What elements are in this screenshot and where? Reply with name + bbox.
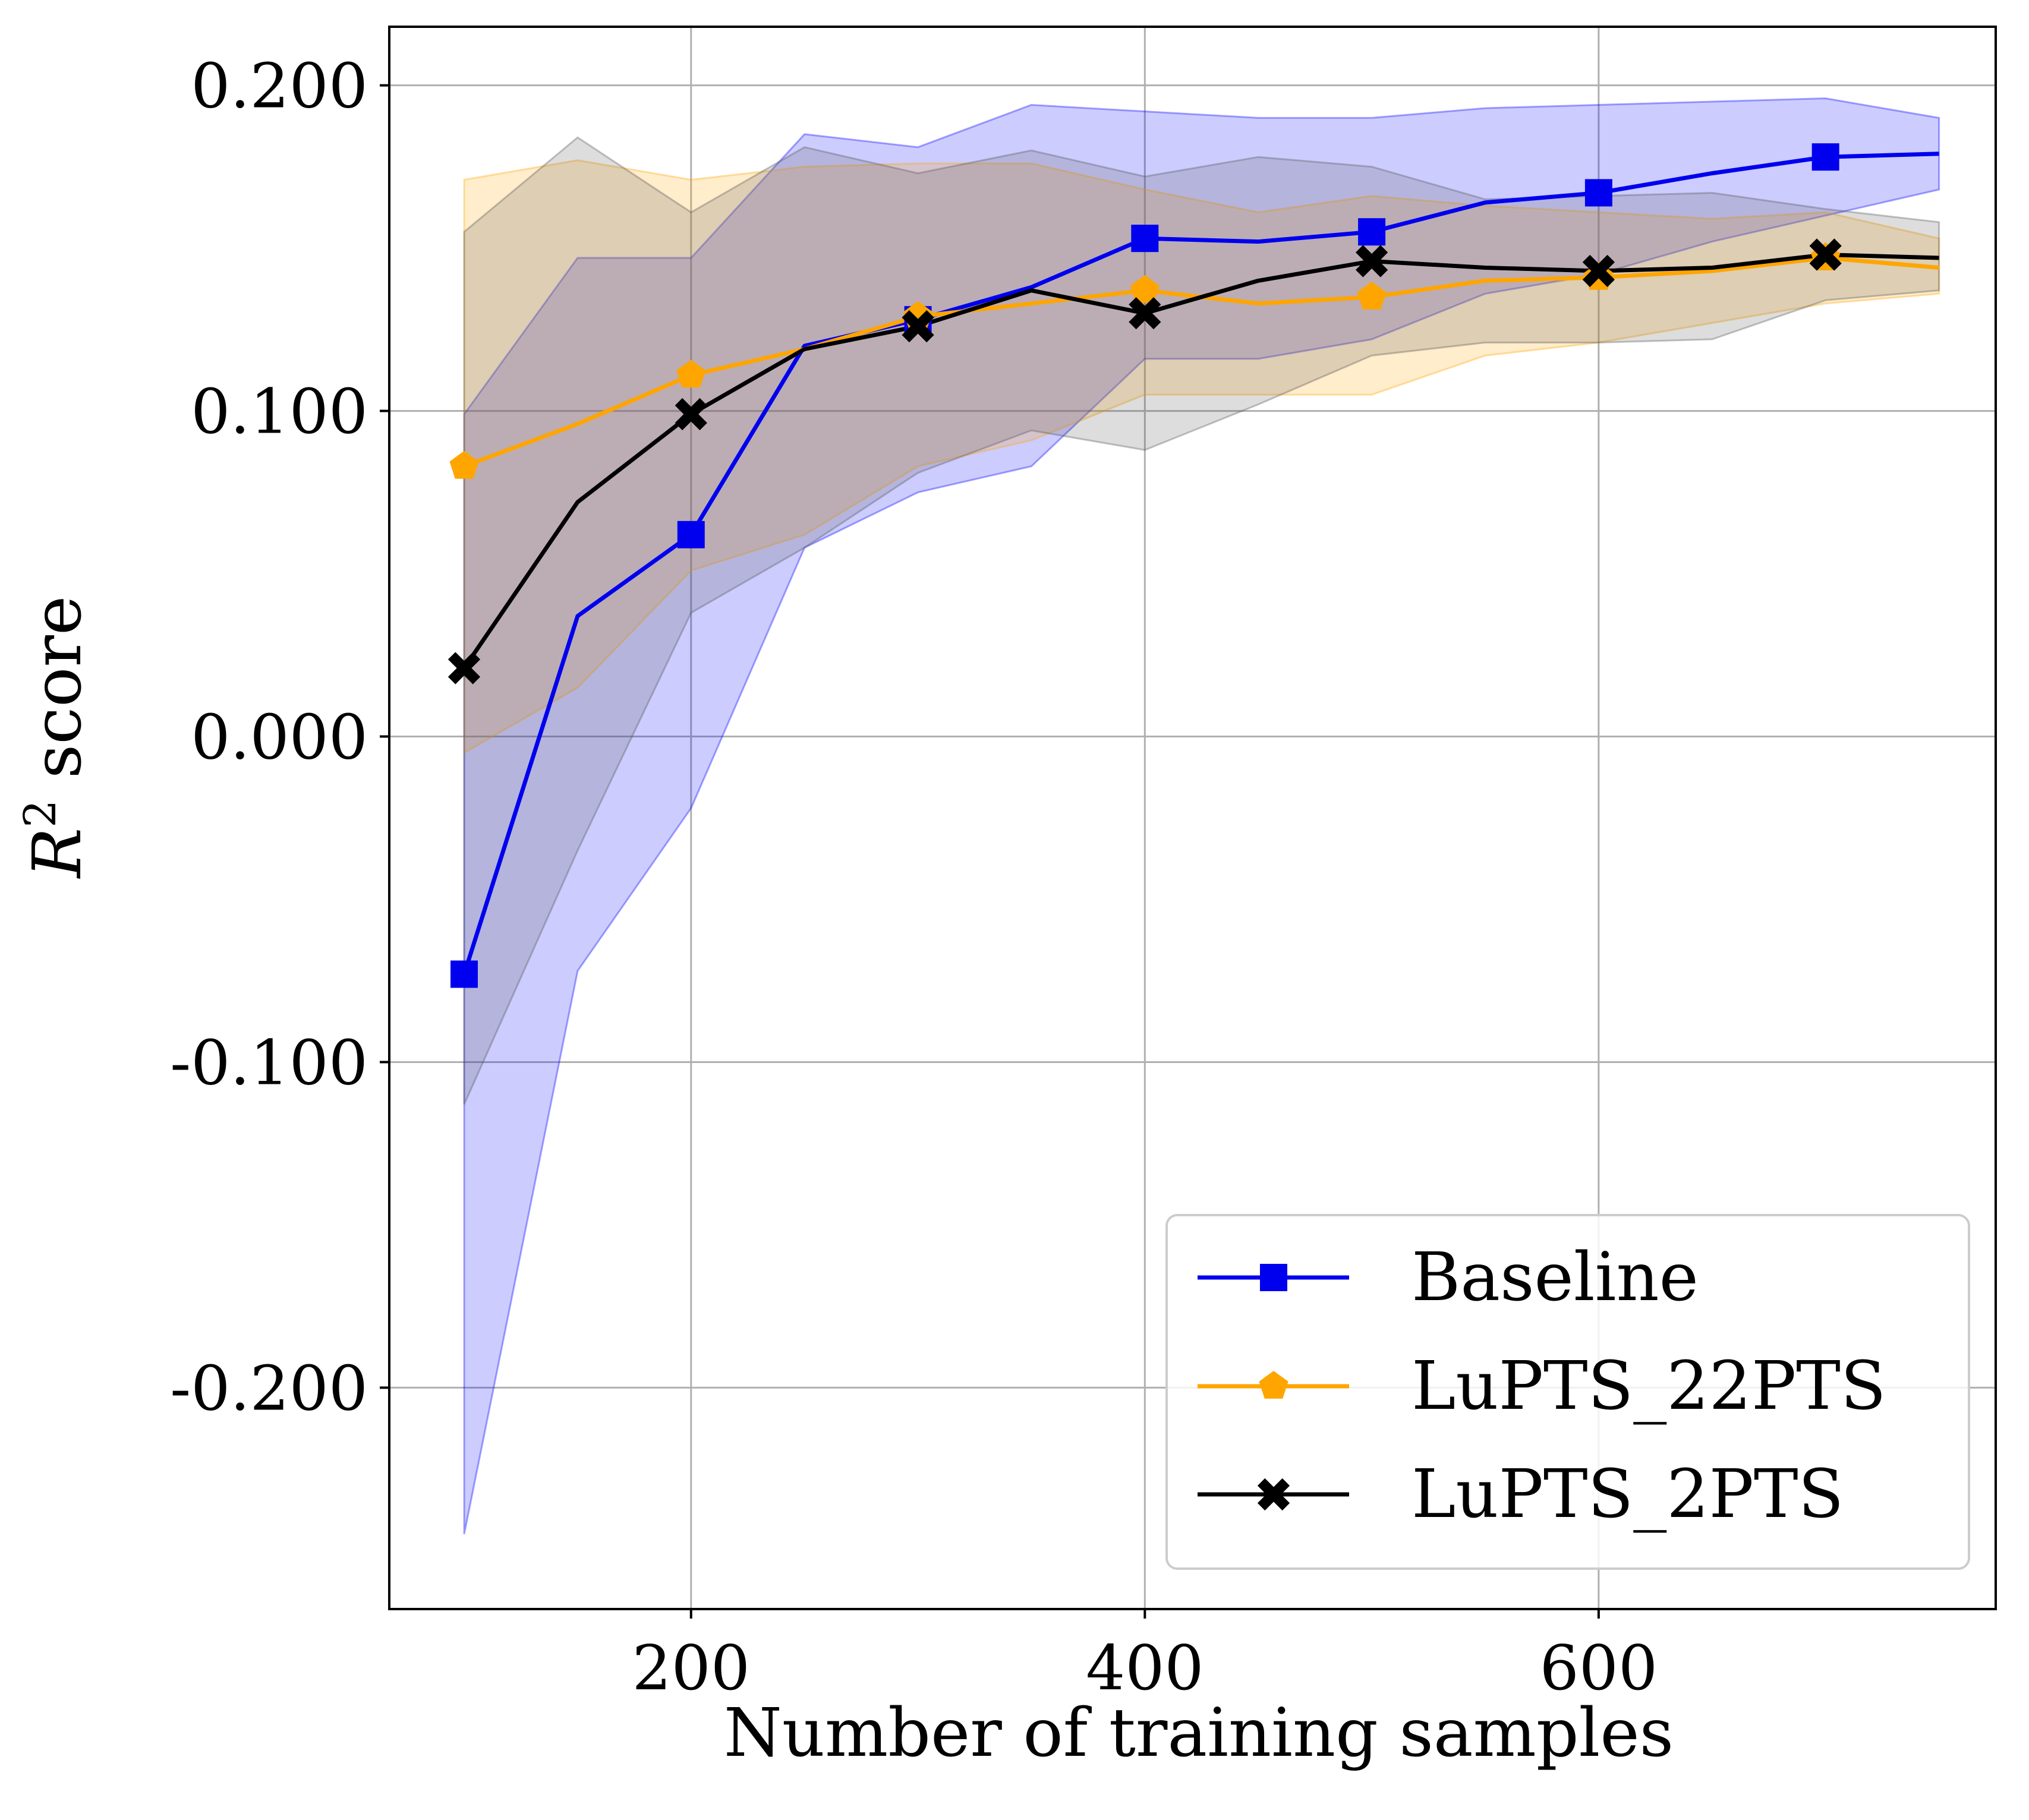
y-tick-label: -0.100 [170, 1026, 368, 1099]
series-markers [448, 143, 1842, 988]
y-tick-label: 0.100 [191, 376, 368, 448]
point-lupts-2pts [902, 310, 934, 343]
point-baseline [677, 521, 705, 548]
legend-entries: Baseline LuPTS_22PTS LuPTS_2PTS [1198, 1239, 1886, 1533]
y-axis-label: R2 score [15, 596, 96, 879]
point-lupts-22pts [1357, 281, 1387, 310]
legend-label-lupts-2pts: LuPTS_2PTS [1412, 1456, 1844, 1533]
series-lines [462, 152, 1939, 975]
legend-box [1165, 1214, 1970, 1570]
point-lupts-2pts [1582, 254, 1615, 288]
y-axis-label-text: score [19, 596, 96, 800]
y-tick-label: 0.000 [191, 701, 368, 774]
point-baseline [1584, 179, 1612, 207]
legend-label-baseline: Baseline [1412, 1239, 1699, 1316]
x-tick-label: 200 [632, 1632, 751, 1704]
line-lupts-2pts [462, 253, 1939, 670]
point-baseline [1358, 218, 1386, 246]
legend: Baseline LuPTS_22PTS LuPTS_2PTS [1165, 1214, 1970, 1570]
band-lupts-2pts [463, 136, 1940, 1105]
point-lupts-2pts [448, 652, 481, 685]
point-baseline [1131, 225, 1159, 253]
point-baseline [450, 960, 478, 988]
point-lupts-22pts [676, 359, 706, 388]
point-lupts-22pts [1130, 275, 1160, 303]
axis-ticks: 200 400 600 0.200 0.100 0.000 -0.100 -0.200 [170, 50, 1658, 1704]
point-lupts-2pts [1809, 238, 1842, 271]
band-baseline [463, 97, 1940, 1535]
plot-frame [388, 26, 1997, 1610]
legend-marker-lupts-2pts [1257, 1478, 1290, 1511]
confidence-bands [463, 97, 1940, 1535]
x-tick-label: 600 [1540, 1632, 1658, 1704]
y-tick-label: -0.200 [170, 1352, 368, 1424]
legend-marker-baseline [1260, 1264, 1287, 1291]
y-tick-label: 0.200 [191, 50, 368, 122]
y-axis-label-superscript: 2 [15, 800, 66, 828]
point-lupts-22pts [449, 450, 479, 479]
legend-label-lupts-22pts: LuPTS_22PTS [1412, 1348, 1886, 1425]
legend-marker-lupts-22pts [1259, 1371, 1288, 1399]
point-baseline [1811, 143, 1839, 171]
x-axis-label: Number of training samples [724, 1695, 1674, 1772]
x-tick-label: 400 [1086, 1632, 1204, 1704]
point-lupts-2pts [675, 398, 707, 431]
point-lupts-2pts [1355, 245, 1388, 277]
point-lupts-2pts [1129, 297, 1161, 330]
line-baseline [462, 152, 1939, 975]
y-axis-label-symbol: R [19, 828, 96, 879]
band-lupts-22pts [463, 159, 1940, 755]
